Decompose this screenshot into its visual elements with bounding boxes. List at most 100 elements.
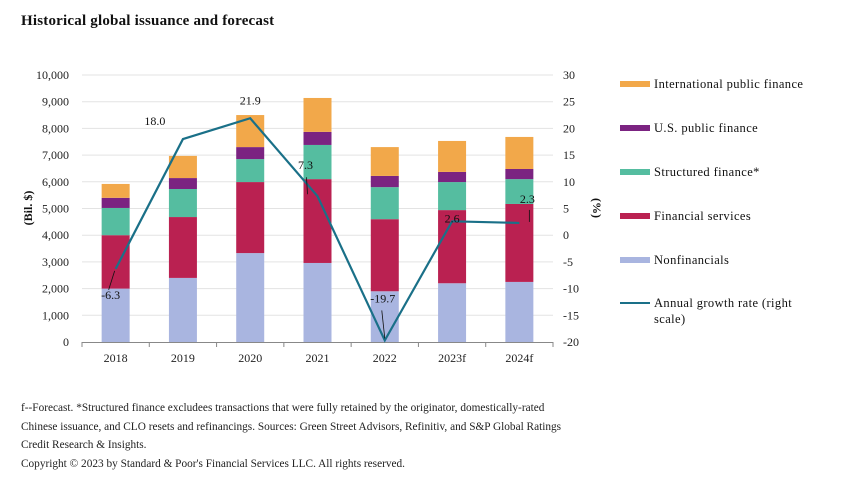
legend-swatch xyxy=(620,213,650,219)
y-axis-title: (Bil. $) xyxy=(21,191,35,226)
bar-structured-finance-2020 xyxy=(236,159,265,183)
bar-nonfinancials-2024f xyxy=(505,281,534,342)
bar-international-public-finance-2023f xyxy=(438,140,467,172)
y-tick-label: 7,000 xyxy=(42,148,69,162)
data-label-leader xyxy=(108,270,116,290)
growth-data-label: 18.0 xyxy=(144,114,165,128)
y-tick-label: 10,000 xyxy=(36,68,69,82)
growth-line xyxy=(114,116,520,343)
bar-structured-finance-2018 xyxy=(101,207,130,236)
footnote-line: f--Forecast. *Structured finance exclude… xyxy=(21,402,545,414)
y-tick-label: 9,000 xyxy=(42,95,69,109)
bar-u-s-public-finance-2022 xyxy=(370,175,399,188)
y-tick-label: 8,000 xyxy=(42,121,69,135)
bar-structured-finance-2021 xyxy=(303,144,332,180)
bar-international-public-finance-2022 xyxy=(370,147,399,176)
footnote: f--Forecast. *Structured finance exclude… xyxy=(21,398,621,474)
y2-tick-label: 0 xyxy=(563,228,569,242)
bar-financial-services-2024f xyxy=(505,203,534,282)
legend-item-international-public-finance: International public finance xyxy=(620,76,814,92)
legend-line-swatch xyxy=(620,302,650,304)
legend-swatch xyxy=(620,257,650,263)
bar-structured-finance-2022 xyxy=(370,187,399,220)
legend-item-financial-services: Financial services xyxy=(620,208,814,224)
y2-tick-label: -20 xyxy=(563,335,579,349)
data-label-leader xyxy=(381,310,386,339)
bar-nonfinancials-2021 xyxy=(303,262,332,342)
y-tick-label: 1,000 xyxy=(42,308,69,322)
legend-item-us-public-finance: U.S. public finance xyxy=(620,120,814,136)
y2-tick-label: 30 xyxy=(563,68,575,82)
bar-structured-finance-2023f xyxy=(438,182,467,211)
chart-title: Historical global issuance and forecast xyxy=(21,13,275,29)
axes: 0 1,000 2,000 3,000 4,000 5,000 6,000 7,000 8,00… xyxy=(36,68,579,365)
x-tick-label: 2022 xyxy=(373,351,397,365)
bar-structured-finance-2024f xyxy=(505,179,534,204)
y-tick-label: 6,000 xyxy=(42,175,69,189)
growth-data-label: 7.3 xyxy=(298,158,313,172)
y2-tick-label: 15 xyxy=(563,148,575,162)
x-tick-label: 2021 xyxy=(306,351,330,365)
y2-tick-label: 10 xyxy=(563,175,575,189)
bar-international-public-finance-2021 xyxy=(303,97,332,132)
bar-financial-services-2021 xyxy=(303,179,332,263)
bar-nonfinancials-2020 xyxy=(236,253,265,342)
bar-u-s-public-finance-2021 xyxy=(303,131,332,145)
legend-label: Financial services xyxy=(654,209,752,223)
legend-label: Nonfinancials xyxy=(654,253,730,267)
bar-nonfinancials-2018 xyxy=(101,288,130,342)
y2-tick-label: -5 xyxy=(563,255,573,269)
y-tick-label: 0 xyxy=(63,335,69,349)
y2-tick-label: -15 xyxy=(563,308,579,322)
bar-u-s-public-finance-2019 xyxy=(168,178,197,190)
x-tick-label: 2023f xyxy=(438,351,466,365)
bar-international-public-finance-2024f xyxy=(505,136,534,169)
y-tick-label: 4,000 xyxy=(42,228,69,242)
data-label-leader xyxy=(306,177,308,195)
bar-u-s-public-finance-2018 xyxy=(101,197,130,208)
legend-swatch xyxy=(620,81,650,87)
legend-label: Annual growth rate (right scale) xyxy=(654,296,793,326)
x-tick-label: 2024f xyxy=(505,351,533,365)
bar-financial-services-2018 xyxy=(101,235,130,289)
growth-data-label: 2.3 xyxy=(520,192,535,206)
growth-data-label: 21.9 xyxy=(240,93,261,107)
y2-tick-label: 5 xyxy=(563,202,569,216)
growth-data-label: -19.7 xyxy=(370,291,395,305)
data-labels: -6.3 18.0 21.9 7.3 -19.7 2.6 2.3 xyxy=(101,93,535,339)
bar-nonfinancials-2023f xyxy=(438,283,467,342)
y-tick-label: 2,000 xyxy=(42,282,69,296)
y2-axis-title: (%) xyxy=(590,198,604,218)
copyright: Copyright © 2023 by Standard & Poor's Fi… xyxy=(21,458,405,470)
growth-data-label: -6.3 xyxy=(101,288,120,302)
bar-international-public-finance-2019 xyxy=(168,155,197,179)
legend-item-structured-finance: Structured finance* xyxy=(620,164,814,180)
bar-nonfinancials-2022 xyxy=(370,291,399,342)
x-tick-label: 2019 xyxy=(171,351,195,365)
bar-u-s-public-finance-2023f xyxy=(438,171,467,183)
bar-international-public-finance-2018 xyxy=(101,183,130,198)
y-tick-label: 5,000 xyxy=(42,202,69,216)
bar-nonfinancials-2019 xyxy=(168,277,197,342)
legend-swatch xyxy=(620,169,650,175)
footnote-line: Credit Research & Insights. xyxy=(21,439,147,451)
bar-u-s-public-finance-2024f xyxy=(505,168,534,180)
x-tick-label: 2020 xyxy=(238,351,262,365)
legend-item-annual-growth-rate: Annual growth rate (right scale) xyxy=(620,295,814,327)
y2-tick-label: -10 xyxy=(563,282,579,296)
x-tick-label: 2018 xyxy=(104,351,128,365)
legend-label: U.S. public finance xyxy=(654,121,759,135)
bar-financial-services-2022 xyxy=(370,219,399,292)
bar-financial-services-2019 xyxy=(168,217,197,278)
bar-structured-finance-2019 xyxy=(168,189,197,218)
legend-label: Structured finance* xyxy=(654,165,760,179)
bar-u-s-public-finance-2020 xyxy=(236,147,265,160)
growth-data-label: 2.6 xyxy=(445,211,460,225)
bars xyxy=(101,97,534,342)
legend-item-nonfinancials: Nonfinancials xyxy=(620,252,814,268)
bar-financial-services-2020 xyxy=(236,182,265,254)
legend-label: International public finance xyxy=(654,77,804,91)
legend-swatch xyxy=(620,125,650,131)
y2-tick-label: 20 xyxy=(563,121,575,135)
